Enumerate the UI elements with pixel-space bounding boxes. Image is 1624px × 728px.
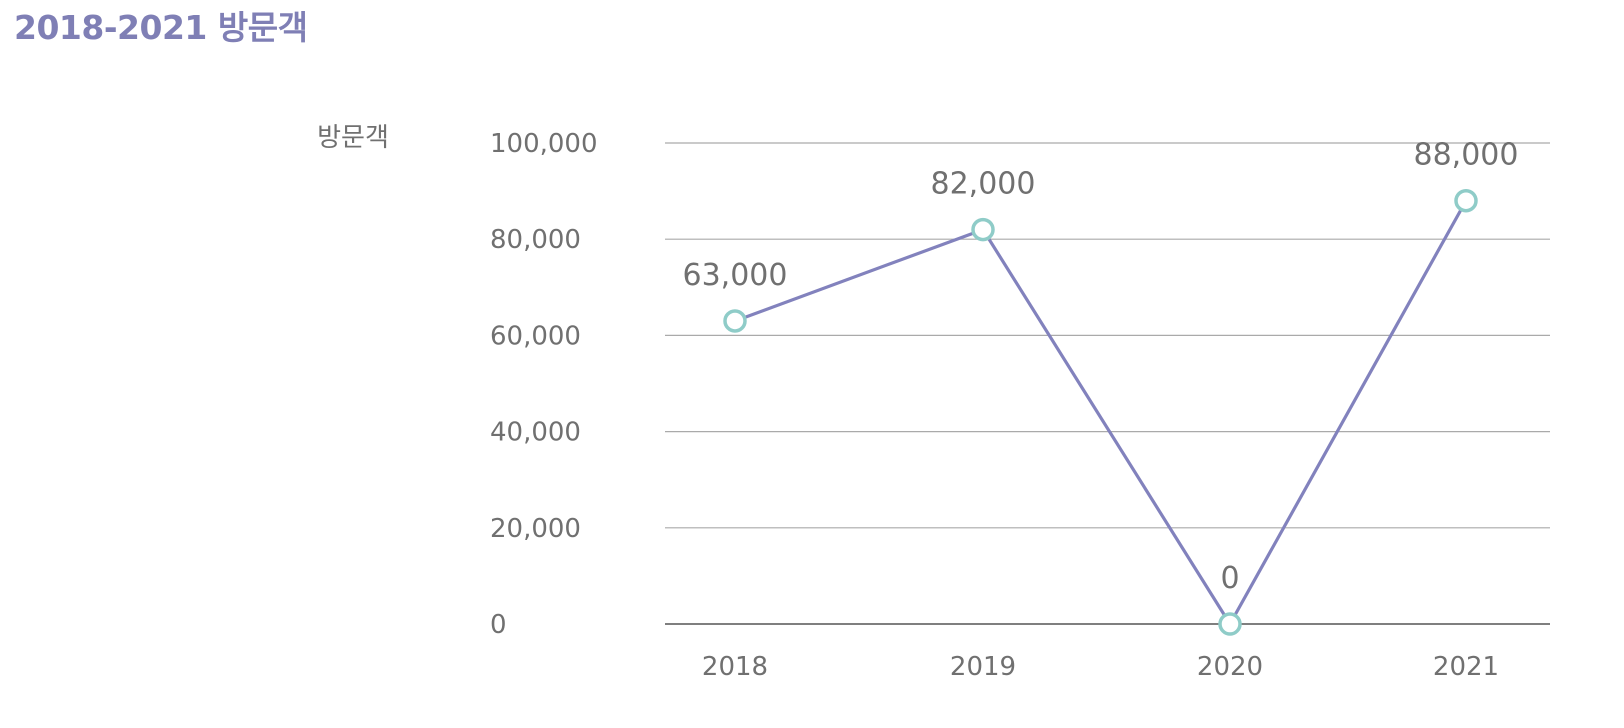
data-label: 63,000 <box>683 258 788 293</box>
data-point-marker <box>723 309 747 333</box>
y-tick-label: 20,000 <box>490 514 581 544</box>
x-tick-label: 2021 <box>1433 652 1499 682</box>
data-point-marker <box>971 217 995 242</box>
page-title: 2018-2021 방문객 <box>14 8 308 47</box>
data-point-marker <box>1454 188 1478 213</box>
markers-group <box>723 188 1478 636</box>
y-tick-label: 100,000 <box>490 129 598 159</box>
data-label: 82,000 <box>931 167 1036 202</box>
data-labels-group: 63,000 82,000 0 88,000 <box>683 138 1519 596</box>
data-label: 88,000 <box>1414 138 1519 173</box>
y-axis-ticks: 0 20,000 40,000 60,000 80,000 100,000 <box>490 129 598 640</box>
y-tick-label: 80,000 <box>490 225 581 255</box>
series-line <box>733 199 1468 626</box>
grid-lines <box>665 142 1550 625</box>
y-tick-label: 0 <box>490 610 507 640</box>
y-axis-label: 방문객 <box>317 123 389 153</box>
x-tick-label: 2018 <box>702 652 768 682</box>
y-tick-label: 60,000 <box>490 321 581 351</box>
x-axis-ticks: 2018 2019 2020 2021 <box>702 652 1499 682</box>
x-tick-label: 2020 <box>1197 652 1263 682</box>
series-line-group <box>733 199 1468 626</box>
data-point-marker <box>1218 612 1242 636</box>
x-tick-label: 2019 <box>950 652 1016 682</box>
y-tick-label: 40,000 <box>490 418 581 448</box>
data-label: 0 <box>1220 561 1239 596</box>
